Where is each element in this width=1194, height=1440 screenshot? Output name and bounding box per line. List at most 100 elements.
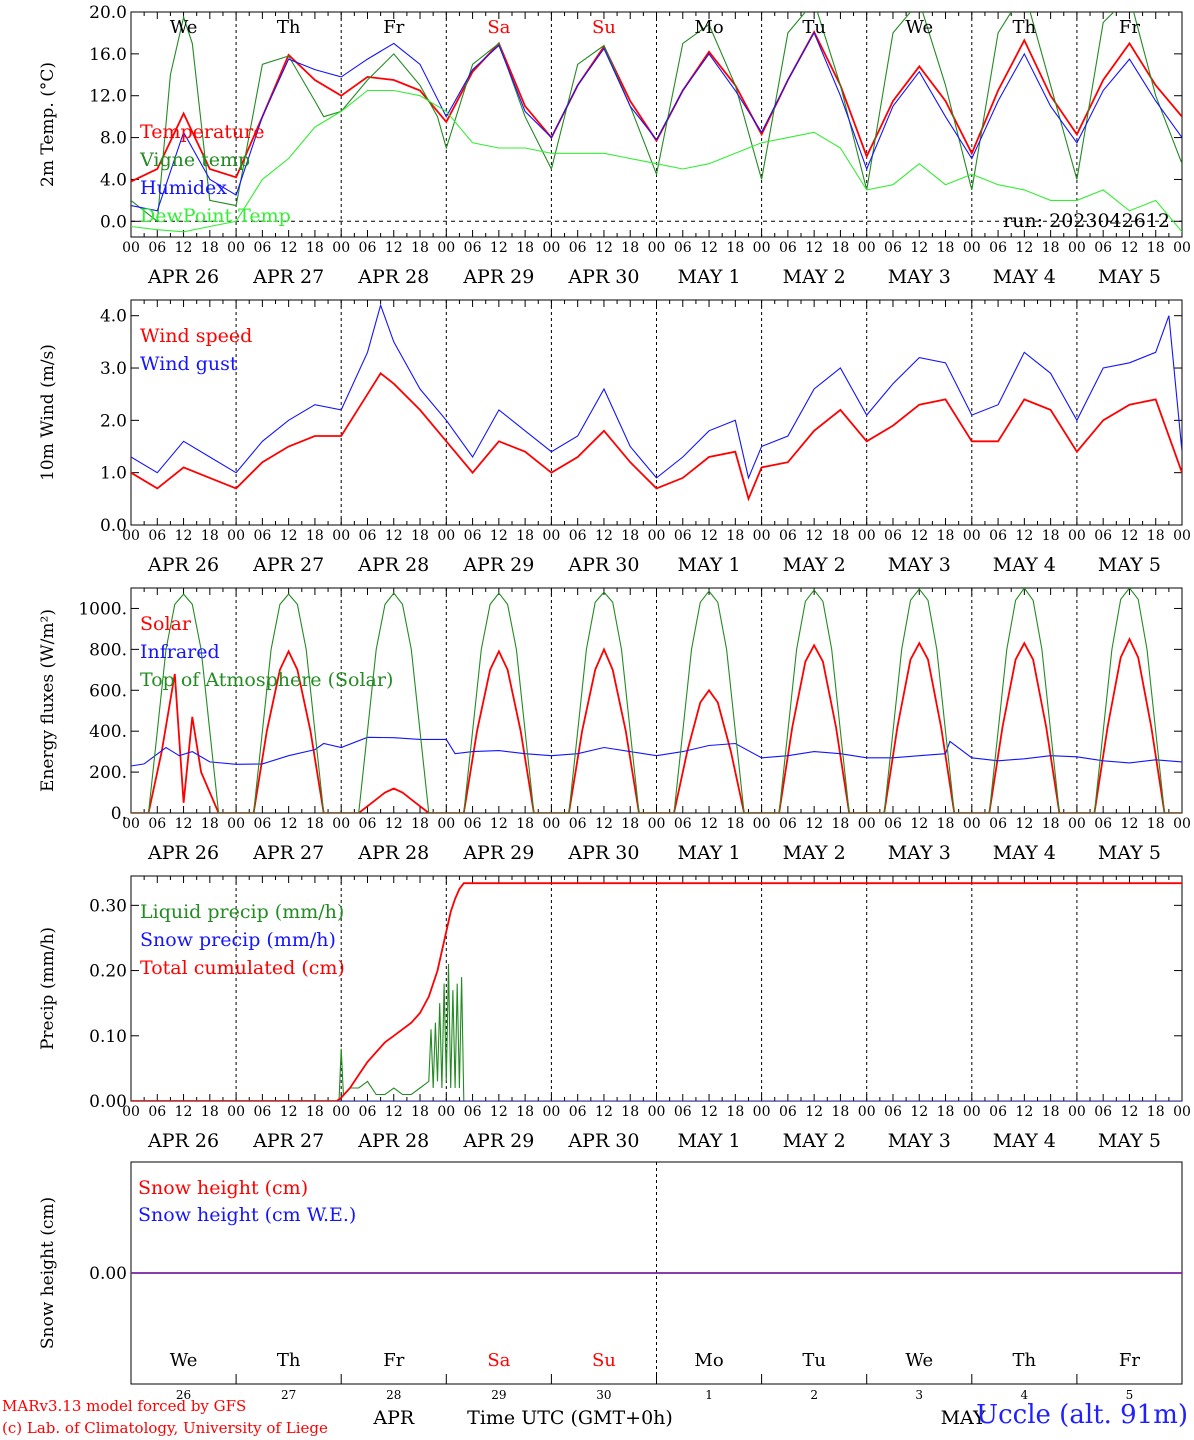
- legend-entry: Wind gust: [140, 353, 238, 375]
- series-line-dewpoint-temp: [131, 89, 1182, 233]
- day-number-label: 28: [386, 1388, 401, 1402]
- date-label: APR 27: [252, 842, 324, 864]
- hour-label: 12: [700, 528, 718, 544]
- hour-label: 06: [253, 816, 271, 832]
- hour-label: 06: [359, 816, 377, 832]
- hour-label: 06: [884, 816, 902, 832]
- hour-label: 06: [569, 816, 587, 832]
- y-tick-label: 0.10: [89, 1027, 127, 1047]
- weekday-label: Fr: [1119, 1350, 1140, 1371]
- hour-label: 18: [516, 816, 534, 832]
- hour-label: 12: [1015, 1104, 1033, 1120]
- hour-label: 06: [989, 240, 1007, 256]
- date-label: APR 29: [462, 842, 534, 864]
- hour-label: 00: [753, 240, 771, 256]
- date-label: MAY 3: [888, 266, 951, 288]
- day-number-label: 27: [281, 1388, 296, 1402]
- month-label-may: MAY: [941, 1407, 986, 1429]
- hour-label: 18: [516, 240, 534, 256]
- panel-2: 0.0 1.0 2.0 3.0 4.0 10m Wind (m/s) Wind speed W…: [38, 299, 1191, 576]
- legend-entry: DewPoint Temp: [140, 205, 291, 227]
- hour-label: 06: [1094, 240, 1112, 256]
- date-label: APR 26: [147, 554, 219, 576]
- hour-label: 06: [569, 240, 587, 256]
- hour-label: 18: [621, 1104, 639, 1120]
- hour-label: 00: [437, 816, 455, 832]
- date-label: APR 28: [357, 842, 429, 864]
- weekday-label: We: [170, 17, 198, 38]
- date-label: MAY 5: [1098, 266, 1161, 288]
- day-number-label: 5: [1126, 1388, 1134, 1402]
- date-label: MAY 4: [993, 554, 1056, 576]
- hour-label: 18: [937, 816, 955, 832]
- hour-label: 00: [648, 240, 666, 256]
- hour-label: 12: [700, 816, 718, 832]
- hour-label: 18: [1042, 816, 1060, 832]
- hour-label: 06: [674, 528, 692, 544]
- day-number-label: 26: [176, 1388, 191, 1402]
- hour-label: 12: [1121, 816, 1139, 832]
- date-label: APR 28: [357, 266, 429, 288]
- legend-entry: Temperature: [140, 121, 264, 143]
- panel-4: 0.00 0.10 0.20 0.30 Precip (mm/h) Liquid prec…: [38, 875, 1191, 1152]
- hour-label: 12: [490, 1104, 508, 1120]
- hour-label: 12: [385, 528, 403, 544]
- date-label: MAY 5: [1098, 842, 1161, 864]
- date-label: APR 26: [147, 842, 219, 864]
- legend-entry: Vigne temp: [139, 149, 250, 171]
- hour-label: 18: [516, 1104, 534, 1120]
- hour-label: 00: [963, 816, 981, 832]
- date-label: APR 30: [567, 1130, 639, 1152]
- hour-label: 18: [832, 240, 850, 256]
- hour-label: 00: [122, 816, 140, 832]
- hour-label: 18: [621, 816, 639, 832]
- hour-label: 06: [464, 1104, 482, 1120]
- date-label: APR 27: [252, 266, 324, 288]
- hour-label: 06: [779, 1104, 797, 1120]
- hour-label: 00: [542, 816, 560, 832]
- y-tick-label: 800.: [89, 640, 127, 660]
- hour-label: 00: [1068, 816, 1086, 832]
- hour-label: 00: [1173, 528, 1191, 544]
- weekday-label: Sa: [487, 1350, 510, 1371]
- hour-label: 12: [805, 240, 823, 256]
- hour-label: 18: [1042, 1104, 1060, 1120]
- lab-credit: (c) Lab. of Climatology, University of L…: [2, 1419, 328, 1437]
- y-tick-label: 4.0: [100, 307, 127, 327]
- weekday-label: Tu: [802, 1350, 826, 1371]
- day-number-label: 2: [810, 1388, 818, 1402]
- legend-entry: Snow height (cm W.E.): [138, 1204, 356, 1226]
- y-axis-title: Energy fluxes (W/m²): [38, 609, 58, 792]
- weekday-label: Mo: [694, 1350, 723, 1371]
- hour-label: 06: [253, 1104, 271, 1120]
- hour-label: 00: [858, 528, 876, 544]
- y-tick-label: 20.0: [89, 3, 127, 23]
- hour-label: 00: [122, 240, 140, 256]
- weekday-label: We: [905, 17, 933, 38]
- weekday-label: Th: [277, 17, 301, 38]
- weekday-label: Fr: [1119, 17, 1140, 38]
- series-line-wind-gust: [131, 303, 1182, 480]
- hour-label: 06: [148, 240, 166, 256]
- legend-entry: Infrared: [140, 641, 220, 663]
- y-tick-label: 3.0: [100, 359, 127, 379]
- hour-label: 06: [884, 528, 902, 544]
- date-label: APR 30: [567, 554, 639, 576]
- hour-label: 06: [989, 528, 1007, 544]
- hour-label: 18: [1042, 528, 1060, 544]
- hour-label: 12: [280, 240, 298, 256]
- hour-label: 12: [385, 816, 403, 832]
- hour-label: 18: [832, 816, 850, 832]
- hour-label: 06: [779, 240, 797, 256]
- day-number-label: 29: [491, 1388, 506, 1402]
- hour-label: 12: [595, 816, 613, 832]
- hour-label: 12: [1121, 240, 1139, 256]
- panel-1: 0.0 4.0 8.0 12.0 16.0 20.0 2m Temp. (°C) Temper…: [38, 3, 1191, 288]
- hour-label: 18: [1147, 240, 1165, 256]
- hour-label: 18: [726, 816, 744, 832]
- date-label: MAY 2: [783, 1130, 846, 1152]
- y-tick-label: 0.00: [89, 1264, 127, 1284]
- hour-label: 06: [359, 528, 377, 544]
- hour-label: 00: [858, 816, 876, 832]
- date-label: APR 29: [462, 266, 534, 288]
